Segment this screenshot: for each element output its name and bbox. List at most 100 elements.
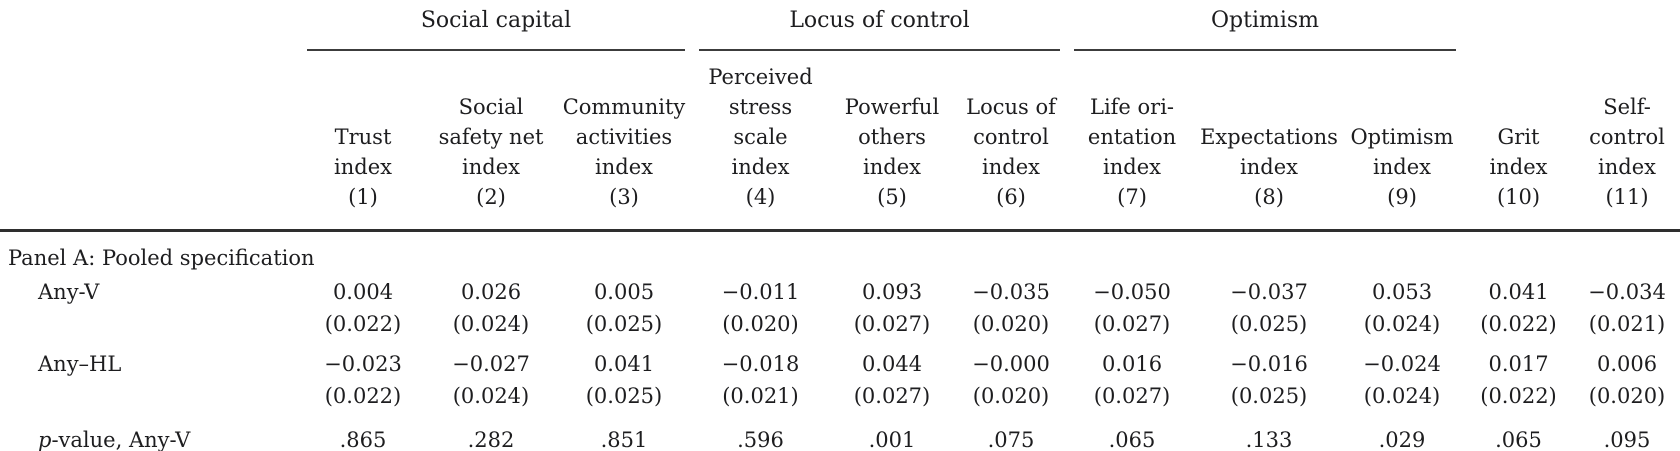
panel-a-label: Panel A: Pooled specification — [8, 246, 315, 270]
column-header-line: Community — [562, 95, 686, 119]
standard-error-cell: (0.020) — [722, 312, 799, 336]
standard-error-cell: (0.024) — [452, 312, 530, 336]
standard-error-cell: (0.024) — [1363, 312, 1441, 336]
column-header-community-activities-index: Community activities index (3) — [556, 52, 692, 232]
column-header-line: (6) — [996, 185, 1026, 209]
column-header-line: (11) — [1605, 185, 1649, 209]
group-header-social-capital: Social capital — [300, 0, 692, 52]
coefficient-cell: −0.000 — [972, 352, 1050, 376]
row-label-empty — [0, 380, 300, 412]
standard-error-cell: (0.025) — [585, 312, 663, 336]
column-header-self-control-index: Self- control index (11) — [1574, 52, 1680, 232]
standard-error-cell: (0.021) — [1588, 312, 1666, 336]
column-header-line: Locus of — [966, 95, 1056, 119]
column-header-line: index — [863, 155, 921, 179]
group-header-spacer — [0, 0, 300, 52]
coefficient-cell: 0.026 — [460, 280, 522, 304]
standard-error-cell: (0.022) — [324, 312, 402, 336]
standard-error-cell: (0.020) — [972, 384, 1050, 408]
p-value-cell: .095 — [1603, 428, 1651, 451]
group-header-optimism: Optimism — [1067, 0, 1463, 52]
row-label-any-v: Any-V — [38, 280, 100, 304]
column-header-locus-of-control-index: Locus of control index (6) — [955, 52, 1068, 232]
coefficient-cell: 0.044 — [861, 352, 923, 376]
coefficient-cell: −0.024 — [1363, 352, 1441, 376]
column-header-line: (2) — [476, 185, 506, 209]
column-header-line: index — [462, 155, 520, 179]
coefficient-cell: −0.037 — [1230, 280, 1308, 304]
any-v-coefficient-row: Any-V 0.004 0.026 0.005 −0.011 0.093 −0.… — [0, 274, 1680, 308]
coefficient-cell: −0.050 — [1093, 280, 1171, 304]
column-header-line: Self- — [1603, 95, 1651, 119]
standard-error-cell: (0.027) — [1093, 312, 1171, 336]
column-header-spacer — [0, 52, 300, 232]
coefficient-cell: −0.027 — [452, 352, 530, 376]
column-header-line: (4) — [745, 185, 776, 209]
column-header-row: Trust index (1) Social safety net index … — [0, 52, 1680, 232]
coefficient-cell: −0.023 — [324, 352, 402, 376]
p-value-row: p-value, Any-V .865 .282 .851 .596 .001 … — [0, 412, 1680, 451]
row-label-empty — [0, 308, 300, 340]
column-header-grit-index: Grit index (10) — [1463, 52, 1575, 232]
standard-error-cell: (0.025) — [1230, 312, 1308, 336]
column-header-line: index — [595, 155, 653, 179]
coefficient-cell: 0.041 — [593, 352, 655, 376]
row-label-any-hl: Any–HL — [38, 352, 122, 376]
column-header-line: Perceived — [708, 65, 813, 89]
coefficient-cell: 0.053 — [1371, 280, 1433, 304]
column-header-line: entation — [1087, 125, 1177, 149]
p-value-cell: .065 — [1495, 428, 1542, 451]
coefficient-cell: −0.034 — [1588, 280, 1666, 304]
column-header-trust-index: Trust index (1) — [300, 52, 426, 232]
coefficient-cell: −0.018 — [721, 352, 800, 376]
p-value-cell: .851 — [600, 428, 648, 451]
standard-error-cell: (0.022) — [1480, 312, 1557, 336]
any-hl-standard-error-row: (0.022) (0.024) (0.025) (0.021) (0.027) … — [0, 380, 1680, 412]
group-header-spacer — [1463, 0, 1680, 52]
column-header-expectations-index: Expectations index (8) — [1197, 52, 1342, 232]
column-header-life-orientation-index: Life ori- entation index (7) — [1067, 52, 1198, 232]
coefficient-cell: −0.016 — [1230, 352, 1308, 376]
column-header-line: (5) — [877, 185, 907, 209]
coefficient-cell: 0.004 — [332, 280, 394, 304]
column-header-line: stress — [728, 95, 793, 119]
standard-error-cell: (0.027) — [1093, 384, 1171, 408]
column-header-line: scale — [733, 125, 788, 149]
column-header-line: index — [1598, 155, 1656, 179]
standard-error-cell: (0.020) — [1588, 384, 1666, 408]
standard-error-cell: (0.022) — [324, 384, 402, 408]
coefficient-cell: −0.011 — [721, 280, 800, 304]
column-header-line: index — [1373, 155, 1431, 179]
column-header-line: index — [731, 155, 790, 179]
coefficient-cell: 0.005 — [593, 280, 655, 304]
p-value-cell: .065 — [1108, 428, 1156, 451]
standard-error-cell: (0.020) — [972, 312, 1050, 336]
standard-error-cell: (0.021) — [722, 384, 799, 408]
column-header-line: others — [858, 125, 926, 149]
column-header-line: Optimism — [1350, 125, 1454, 149]
standard-error-cell: (0.024) — [1363, 384, 1441, 408]
row-label-p-value-any-v: p-value, Any-V — [0, 412, 300, 451]
column-header-line: Powerful — [844, 95, 940, 119]
column-header-line: control — [1589, 125, 1665, 149]
p-value-cell: .001 — [868, 428, 916, 451]
column-header-line: index — [982, 155, 1040, 179]
column-header-line: Expectations — [1200, 125, 1338, 149]
standard-error-cell: (0.025) — [585, 384, 663, 408]
column-header-line: Social — [458, 95, 524, 119]
any-v-standard-error-row: (0.022) (0.024) (0.025) (0.020) (0.027) … — [0, 308, 1680, 340]
p-value-cell: .029 — [1378, 428, 1426, 451]
column-header-powerful-others-index: Powerful others index (5) — [829, 52, 955, 232]
column-header-line: (7) — [1117, 185, 1147, 209]
p-value-label-italic: p — [38, 428, 52, 451]
p-value-cell: .282 — [467, 428, 515, 451]
group-header-row: Social capital Locus of control Optimism — [0, 0, 1680, 52]
group-header-locus-of-control: Locus of control — [692, 0, 1067, 52]
column-header-line: (9) — [1387, 185, 1417, 209]
coefficient-cell: 0.006 — [1596, 352, 1658, 376]
column-header-line: Trust — [334, 125, 392, 149]
coefficient-cell: 0.016 — [1101, 352, 1163, 376]
p-value-cell: .075 — [987, 428, 1035, 451]
column-header-optimism-index: Optimism index (9) — [1341, 52, 1464, 232]
